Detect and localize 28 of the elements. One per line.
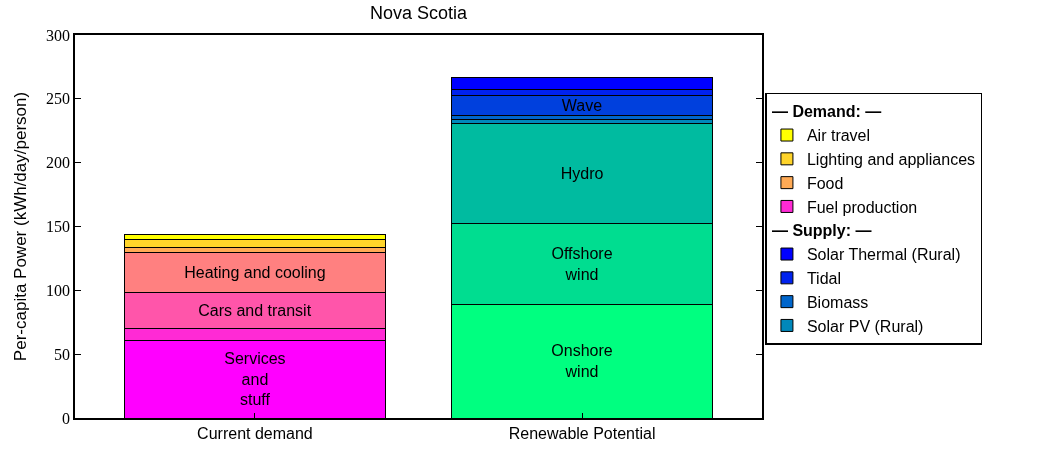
series-label: Onshore wind — [551, 342, 613, 381]
legend-label: Solar Thermal (Rural) — [806, 246, 961, 264]
legend-label: Lighting and appliances — [806, 151, 976, 169]
series-label: Heating and cooling — [184, 263, 326, 281]
x-tick-label: Current demand — [197, 424, 313, 442]
x-tick-label: Renewable Potential — [508, 424, 656, 442]
legend-label: Air travel — [806, 127, 871, 145]
series-label: Wave — [561, 96, 603, 114]
y-axis-title: Per-capita Power (kWh/day/person) — [11, 91, 31, 362]
chart-title: Nova Scotia — [369, 3, 469, 24]
text: — Demand: — — [771, 103, 882, 121]
y-tick-label: 300 — [46, 26, 71, 44]
y-tick-label: 200 — [46, 154, 71, 172]
legend-label: Solar PV (Rural) — [806, 317, 924, 335]
text: — Supply: — — [771, 222, 872, 240]
series-label: Hydro — [560, 165, 604, 183]
legend-label: Food — [806, 174, 844, 192]
series-label: Cars and transit — [198, 302, 312, 320]
y-tick-label: 0 — [62, 409, 71, 427]
legend-label: Fuel production — [806, 198, 918, 216]
y-tick-label: 250 — [46, 90, 71, 108]
series-label: Offshore wind — [551, 245, 613, 284]
series-label: Services and stuff — [224, 349, 286, 409]
y-tick-label: 150 — [46, 218, 71, 236]
legend-label: Tidal — [806, 270, 842, 288]
y-tick-label: 50 — [54, 345, 71, 363]
legend-label: Biomass — [806, 293, 869, 311]
y-tick-label: 100 — [46, 281, 71, 299]
